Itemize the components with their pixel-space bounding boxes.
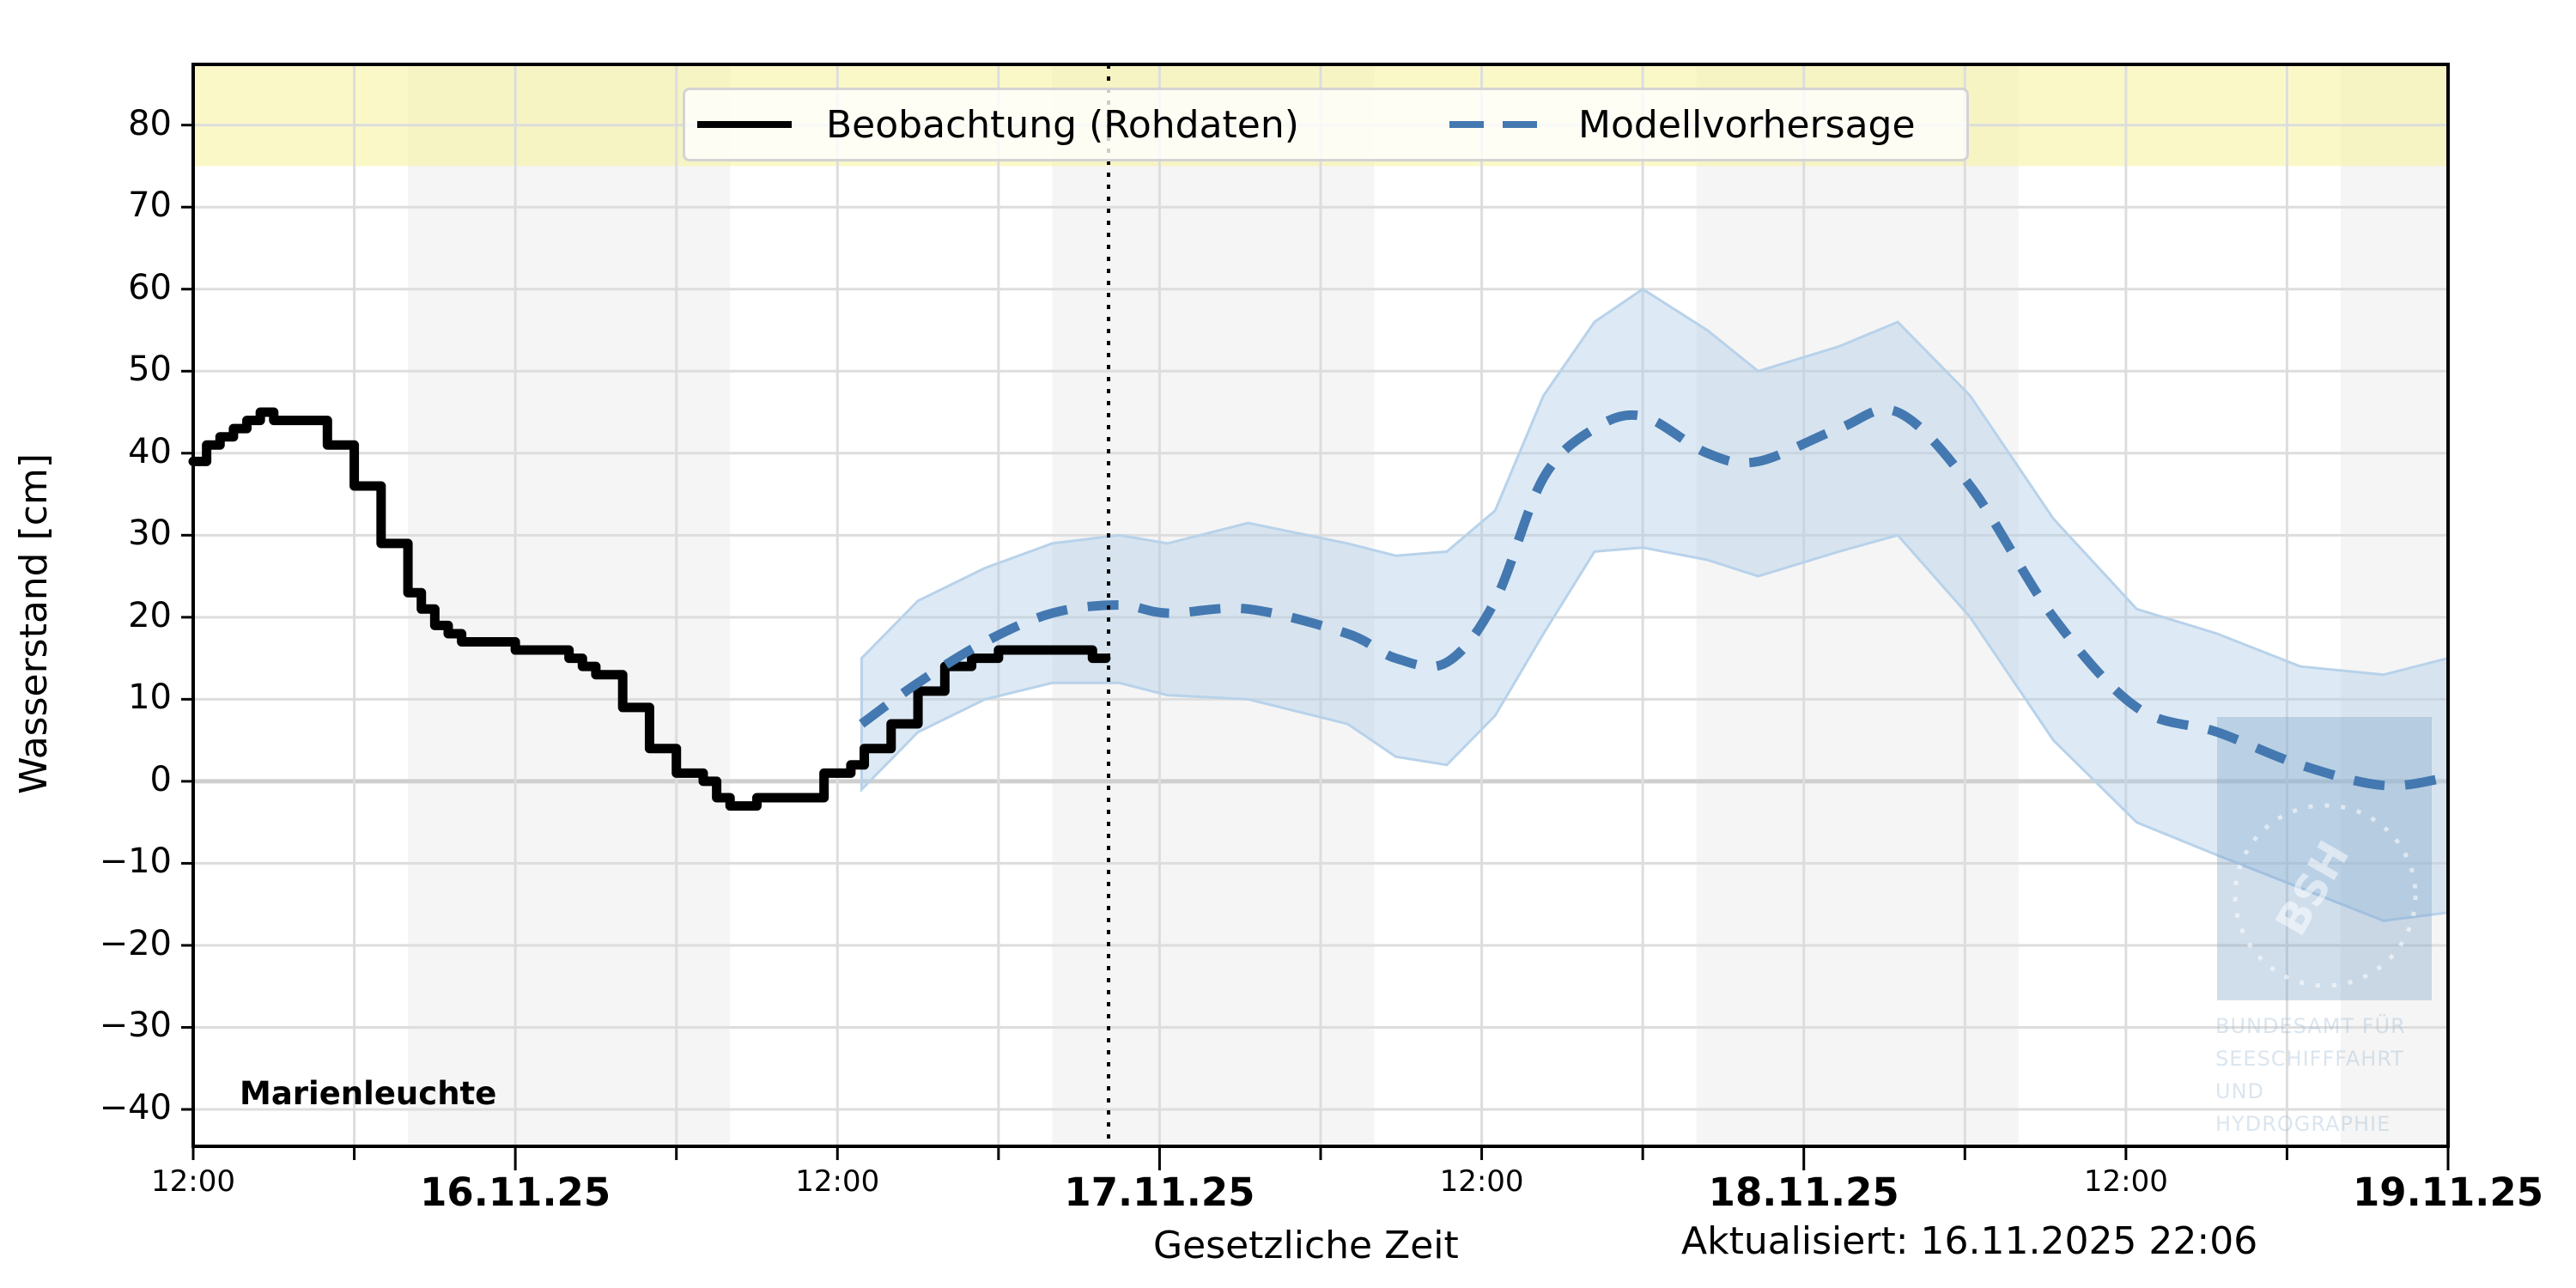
y-tick-label: 50 <box>128 349 172 390</box>
axes <box>181 63 2450 1170</box>
y-tick-label: 20 <box>128 595 172 635</box>
station-name: Marienleuchte <box>240 1075 497 1112</box>
y-axis-label: Wasserstand [cm] <box>12 453 56 794</box>
x-tick-date-label: 16.11.25 <box>420 1170 611 1215</box>
x-axis-label: Gesetzliche Zeit <box>1153 1224 1459 1267</box>
y-tick-label: −10 <box>99 841 172 882</box>
y-tick-label: 0 <box>149 759 172 799</box>
x-tick-time-label: 12:00 <box>151 1164 235 1199</box>
legend-label-observation: Beobachtung (Rohdaten) <box>826 102 1299 147</box>
x-tick-date-label: 18.11.25 <box>1708 1170 1899 1215</box>
y-tick-label: 70 <box>128 185 172 226</box>
series-lines <box>188 64 2449 1146</box>
solid-line-icon <box>697 121 792 128</box>
y-tick-label: 10 <box>128 677 172 718</box>
bsh-line-1: BUNDESAMT FÜR <box>2215 1014 2406 1038</box>
y-tick-label: 80 <box>128 103 172 143</box>
bsh-agency-name: BUNDESAMT FÜR SEESCHIFFFAHRT UND HYDROGR… <box>2215 1010 2406 1140</box>
y-tick-label: 40 <box>128 431 172 471</box>
y-tick-label: −40 <box>99 1088 172 1127</box>
bsh-logo-watermark: BSH <box>2217 717 2432 1000</box>
x-tick-time-label: 12:00 <box>795 1164 880 1199</box>
x-tick-time-label: 12:00 <box>2083 1164 2168 1199</box>
legend-item-forecast: Modellvorhersage <box>1449 90 1916 159</box>
bsh-line-4: HYDROGRAPHIE <box>2215 1112 2391 1136</box>
y-tick-label: −30 <box>99 1005 172 1046</box>
updated-timestamp: Aktualisiert: 16.11.2025 22:06 <box>1681 1219 2258 1263</box>
x-tick-date-label: 17.11.25 <box>1064 1170 1255 1215</box>
bsh-line-2: SEESCHIFFFAHRT <box>2215 1047 2404 1071</box>
y-tick-label: 60 <box>128 267 172 307</box>
y-tick-label: 30 <box>128 513 172 554</box>
x-tick-date-label: 19.11.25 <box>2352 1170 2544 1215</box>
y-tick-label: −20 <box>99 923 172 963</box>
dashed-line-icon <box>1449 121 1544 128</box>
bsh-line-3: UND <box>2215 1079 2264 1103</box>
x-tick-time-label: 12:00 <box>1439 1164 1524 1199</box>
legend: Beobachtung (Rohdaten) Modellvorhersage <box>683 88 1969 161</box>
legend-label-forecast: Modellvorhersage <box>1578 102 1916 147</box>
legend-item-observation: Beobachtung (Rohdaten) <box>697 90 1299 159</box>
